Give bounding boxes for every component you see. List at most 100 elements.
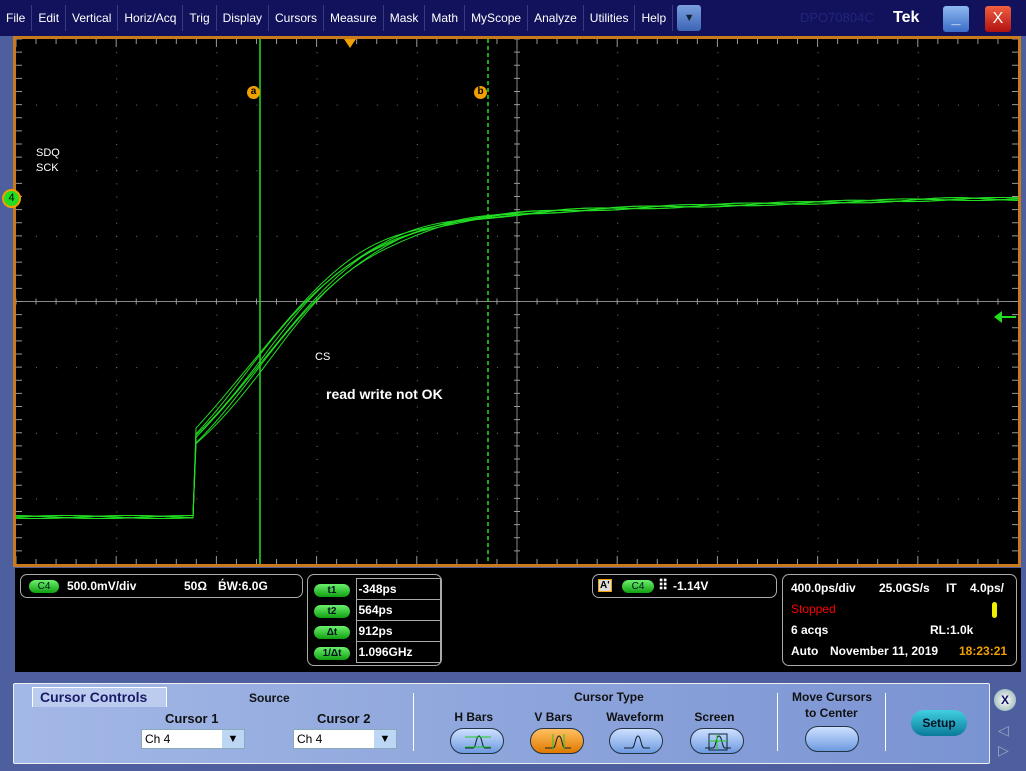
menu-horizacq[interactable]: Horiz/Acq [118,5,184,31]
menu-more-button[interactable]: ▼ [677,5,702,31]
move-cursors-label: Move Cursors [792,690,873,704]
close-panel-button[interactable]: X [994,689,1016,711]
grid-dot [797,235,799,237]
grid-dot [336,104,338,106]
grid-dot [276,432,278,434]
grid-dot [276,104,278,106]
grid-dot [777,498,779,500]
move-cursors-to-center-button[interactable] [805,726,859,752]
grid-dot [216,314,218,316]
grid-dot [597,235,599,237]
timebase: 400.0ps/div [791,581,856,595]
grid-dot [717,432,719,434]
trigger-readout[interactable]: A' C4 ⠿ -1.14V [592,574,777,598]
menu-mask[interactable]: Mask [384,5,426,31]
grid-dot [617,157,619,159]
readout-label[interactable]: t2 [314,604,350,618]
grid-dot [196,498,198,500]
grid-dot [216,249,218,250]
chevron-down-icon[interactable]: ▼ [222,730,244,748]
grid-dot [116,485,118,487]
rising-edge-icon: ⠿ [658,577,669,593]
grid-dot [216,367,218,369]
trigger-source: C4 [622,580,654,593]
waveform-icon [624,735,650,749]
cursor-type-h-bars-button[interactable] [450,728,504,754]
grid-dot [717,78,719,80]
grid-dot [597,498,599,500]
grid-dot [316,354,318,355]
menu-measure[interactable]: Measure [324,5,384,31]
grid-dot [597,367,599,369]
v-bars-icon [545,734,571,750]
grid-dot [36,235,38,237]
cursor-type-v-bars-button[interactable] [530,728,584,754]
grid-dot [837,235,839,237]
grid-dot [577,498,579,500]
grid-dot [96,104,98,106]
cursor-a-marker[interactable]: a [247,86,260,99]
grid-dot [817,340,819,342]
grid-dot [316,78,318,80]
menu-display[interactable]: Display [217,5,269,31]
readout-label[interactable]: Δt [314,625,350,639]
grid-dot [416,380,418,382]
grid-dot [717,459,719,460]
cursor2-label: Cursor 2 [317,711,371,726]
grid-dot [817,52,819,54]
grid-dot [717,419,719,421]
grid-dot [537,367,539,369]
menu-file[interactable]: File [0,5,33,31]
grid-dot [617,340,619,342]
menu-help[interactable]: Help [635,5,674,31]
acquisition-readout[interactable]: 400.0ps/div 25.0GS/s IT 4.0ps/ Stopped 6… [782,574,1017,666]
waveform-display[interactable]: a b SDQ SCK CS read write not OK [13,36,1021,567]
readout-label[interactable]: t1 [314,583,350,597]
readout-label[interactable]: 1/Δt [314,646,350,660]
menu-edit[interactable]: Edit [32,5,67,31]
cursor-type-waveform-button[interactable] [609,728,663,754]
menu-cursors[interactable]: Cursors [269,5,325,31]
grid-dot [196,104,198,106]
channel-readout[interactable]: C4 500.0mV/div 50Ω B́W:6.0G [20,574,303,598]
grid-dot [336,235,338,237]
grid-dot [316,104,318,106]
grid-dot [156,235,158,237]
cursor-b-marker[interactable]: b [474,86,487,99]
menu-vertical[interactable]: Vertical [66,5,119,31]
grid-dot [617,393,619,395]
setup-button[interactable]: Setup [911,710,967,736]
scroll-right-icon[interactable]: ▷ [998,742,1009,758]
menu-myscope[interactable]: MyScope [465,5,529,31]
grid-dot [216,288,218,290]
channel-4-marker[interactable]: 4 [2,189,21,208]
grid-dot [116,419,118,421]
chevron-down-icon[interactable]: ▼ [374,730,396,748]
grid-dot [817,550,819,552]
menu-math[interactable]: Math [425,5,466,31]
grid-dot [476,235,478,237]
grid-dot [36,367,38,369]
grid-dot [717,130,719,132]
grid-dot [937,367,939,369]
menu-utilities[interactable]: Utilities [584,5,636,31]
grid-dot [316,498,318,500]
menu-analyze[interactable]: Analyze [528,5,584,31]
grid-dot [617,354,619,355]
scroll-left-icon[interactable]: ◁ [998,722,1009,738]
c4-badge[interactable]: C4 [29,580,59,593]
grid-dot [917,144,919,145]
cursor-controls-panel: Cursor Controls Source Cursor 1 Cursor 2… [13,683,990,764]
grid-dot [216,340,218,342]
grid-dot [677,235,679,237]
grid-dot [737,367,739,369]
cursor1-source-select[interactable]: Ch 4 ▼ [141,729,245,749]
grid-dot [416,209,418,211]
close-button[interactable]: X [985,6,1011,32]
menu-trig[interactable]: Trig [183,5,217,31]
cursor-type-screen-button[interactable] [690,728,744,754]
grid-dot [757,432,759,434]
minimize-button[interactable]: _ [943,6,969,32]
cursor2-source-select[interactable]: Ch 4 ▼ [293,729,397,749]
time: 18:23:21 [959,644,1008,658]
